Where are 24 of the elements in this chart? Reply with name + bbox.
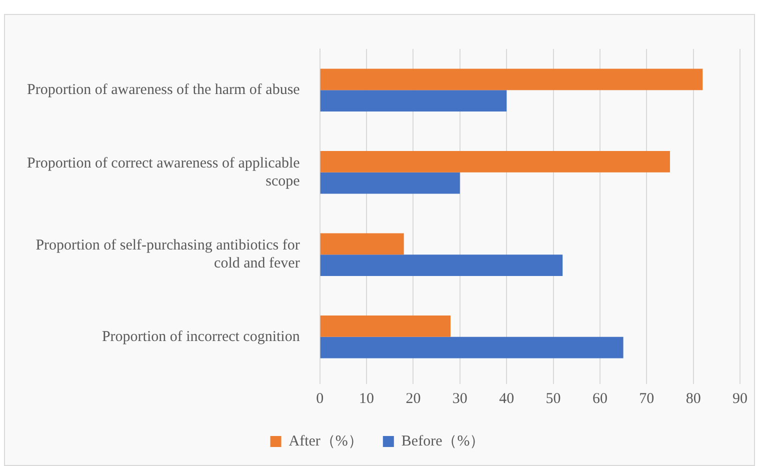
x-tick-label: 80 bbox=[686, 390, 701, 407]
x-tick-label: 0 bbox=[316, 390, 324, 407]
bar bbox=[320, 150, 670, 172]
x-tick-label: 20 bbox=[406, 390, 421, 407]
x-tick-label: 30 bbox=[452, 390, 468, 407]
legend-label: After（%） bbox=[288, 433, 363, 450]
x-tick-label: 40 bbox=[499, 390, 514, 407]
y-tick-label: Proportion of self-purchasing antibiotics for cold and fever bbox=[36, 238, 300, 272]
x-tick-label: 60 bbox=[592, 390, 608, 407]
bar bbox=[320, 90, 507, 112]
bar bbox=[320, 172, 460, 194]
bar bbox=[320, 68, 703, 90]
bar bbox=[320, 315, 451, 337]
y-tick-label: Proportion of awareness of the harm of abuse bbox=[26, 82, 300, 98]
x-tick-label: 10 bbox=[359, 390, 374, 407]
bar bbox=[320, 254, 563, 276]
bar bbox=[320, 336, 624, 358]
legend-label: Before（%） bbox=[401, 433, 485, 450]
x-tick-label: 70 bbox=[639, 390, 654, 407]
x-tick-label: 90 bbox=[732, 390, 748, 407]
bar bbox=[320, 233, 404, 255]
y-tick-label: Proportion of incorrect cognition bbox=[102, 328, 300, 345]
x-tick-label: 50 bbox=[546, 390, 561, 407]
y-tick-label: Proportion of correct awareness of applicable scope bbox=[27, 155, 300, 190]
